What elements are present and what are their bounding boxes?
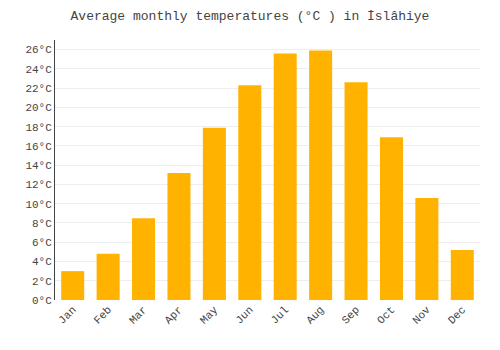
svg-text:18°C: 18°C <box>25 122 52 134</box>
svg-text:Sep: Sep <box>340 304 362 326</box>
svg-text:Average monthly temperatures (: Average monthly temperatures (°C ) in İs… <box>71 9 430 24</box>
svg-text:26°C: 26°C <box>25 44 52 56</box>
svg-text:4°C: 4°C <box>32 256 52 268</box>
svg-text:Nov: Nov <box>410 304 433 327</box>
svg-text:20°C: 20°C <box>25 102 52 114</box>
svg-text:12°C: 12°C <box>25 179 52 191</box>
svg-text:Mar: Mar <box>127 304 149 326</box>
svg-text:2°C: 2°C <box>32 276 52 288</box>
svg-text:Dec: Dec <box>446 304 468 326</box>
svg-text:10°C: 10°C <box>25 199 52 211</box>
svg-text:May: May <box>198 304 221 327</box>
svg-text:Oct: Oct <box>375 304 397 326</box>
svg-text:6°C: 6°C <box>32 237 52 249</box>
svg-text:22°C: 22°C <box>25 83 52 95</box>
svg-text:Feb: Feb <box>92 304 114 326</box>
svg-text:Apr: Apr <box>162 304 184 326</box>
svg-text:Jul: Jul <box>269 304 291 326</box>
svg-text:16°C: 16°C <box>25 141 52 153</box>
svg-text:14°C: 14°C <box>25 160 52 172</box>
svg-text:24°C: 24°C <box>25 64 52 76</box>
svg-text:0°C: 0°C <box>32 295 52 307</box>
svg-text:8°C: 8°C <box>32 218 52 230</box>
svg-text:Jan: Jan <box>56 304 78 326</box>
svg-text:Jun: Jun <box>233 304 255 326</box>
svg-text:Aug: Aug <box>304 304 326 326</box>
